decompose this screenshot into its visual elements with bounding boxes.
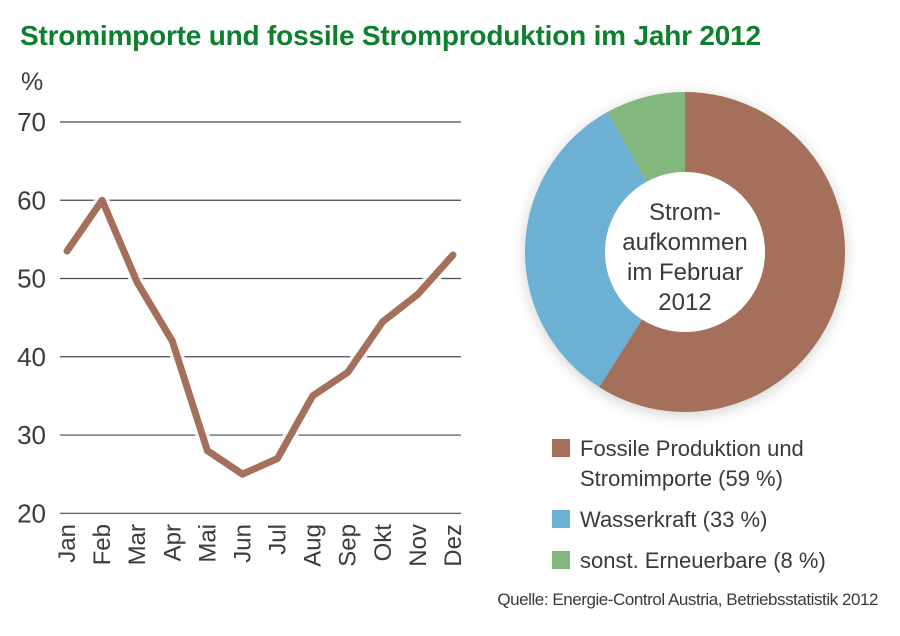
legend-label: sonst. Erneuerbare (8 %) — [580, 548, 826, 573]
x-tick-label: Feb — [89, 524, 116, 565]
data-line — [63, 196, 457, 478]
page-title: Stromimporte und fossile Stromproduktion… — [20, 20, 761, 51]
donut-center-label: Strom- aufkommen im Februar 2012 — [622, 199, 748, 316]
legend-label: Fossile Produktion und Stromimporte (59 … — [580, 436, 804, 491]
legend-item: Wasserkraft (33 %) — [552, 505, 826, 535]
x-tick-label: Jul — [265, 524, 292, 555]
donut-slice — [525, 111, 647, 388]
donut-hole — [605, 172, 765, 332]
y-tick-label: 60 — [17, 185, 46, 215]
x-tick-label: Mai — [194, 524, 221, 563]
donut-slice — [607, 92, 685, 182]
donut-slice — [599, 92, 845, 412]
x-tick-label: Okt — [370, 524, 397, 562]
x-tick-label: Apr — [159, 524, 186, 561]
y-axis-unit-label: % — [21, 68, 44, 96]
donut-chart — [525, 92, 845, 412]
x-tick-label: Mar — [124, 524, 151, 565]
x-tick-label: Jun — [229, 524, 256, 563]
y-tick-label: 70 — [17, 107, 46, 137]
x-tick-label: Jan — [54, 524, 81, 563]
legend-label: Wasserkraft (33 %) — [580, 507, 768, 532]
line-halo — [60, 193, 460, 482]
legend: Fossile Produktion und Stromimporte (59 … — [552, 434, 826, 587]
x-tick-label: Sep — [335, 524, 362, 567]
x-tick-label: Dez — [440, 524, 467, 567]
y-tick-label: 30 — [17, 420, 46, 450]
legend-swatch — [552, 439, 570, 457]
y-tick-label: 40 — [17, 342, 46, 372]
x-tick-label: Nov — [405, 524, 432, 567]
y-tick-label: 50 — [17, 264, 46, 294]
source-caption: Quelle: Energie-Control Austria, Betrieb… — [497, 590, 878, 609]
legend-item: Fossile Produktion und Stromimporte (59 … — [552, 434, 826, 494]
line-chart: 20 30 40 50 60 70 Jan Feb Mar Apr Mai Jun Jul Aug Sep O… — [17, 107, 467, 567]
legend-swatch — [552, 510, 570, 528]
y-tick-label: 20 — [17, 498, 46, 528]
legend-item: sonst. Erneuerbare (8 %) — [552, 546, 826, 576]
legend-swatch — [552, 551, 570, 569]
x-tick-label: Aug — [300, 524, 327, 567]
